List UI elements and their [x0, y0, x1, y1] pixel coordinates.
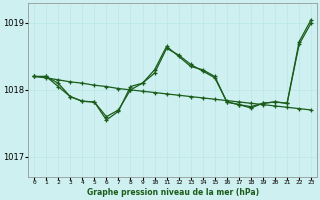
X-axis label: Graphe pression niveau de la mer (hPa): Graphe pression niveau de la mer (hPa): [87, 188, 259, 197]
